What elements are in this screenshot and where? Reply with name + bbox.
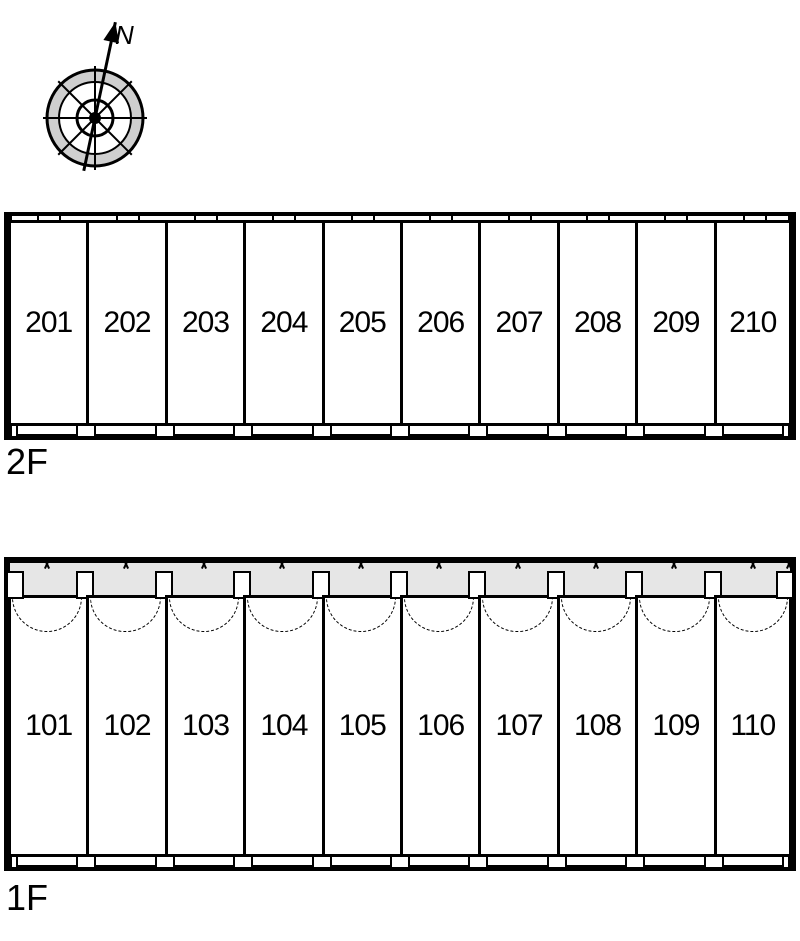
unit-107: 107 [478,595,559,857]
wall-notch [116,215,140,220]
balcony [173,855,235,867]
unit-202: 202 [86,220,167,426]
floor-1F: 101 102 103 104 105 106 107 108 109 110 [0,557,800,875]
unit-110: 110 [714,595,792,857]
unit-209: 209 [635,220,716,426]
unit-label: 105 [339,709,386,743]
floor-label-2F: 2F [6,441,48,483]
balcony [16,424,78,436]
tick-mark [199,559,209,569]
compass-svg [35,8,165,208]
unit-label: 209 [652,306,699,340]
unit-label: 106 [417,709,464,743]
unit-label: 201 [25,306,72,340]
outer-bottom-line [4,436,796,440]
unit-label: 208 [574,306,621,340]
floor-2F: 201 202 203 204 205 206 207 208 209 210 [0,212,800,444]
entrance-pillar [776,571,794,599]
tick-mark [434,559,444,569]
outer-bottom-line [4,867,796,871]
balcony [408,424,470,436]
unit-204: 204 [243,220,324,426]
balcony [565,424,627,436]
unit-201: 201 [8,220,89,426]
unit-label: 104 [260,709,307,743]
unit-label: 103 [182,709,229,743]
wall-notch [194,215,218,220]
entrance-pillar [6,571,24,599]
wall-notch [586,215,610,220]
unit-label: 109 [652,709,699,743]
unit-label: 205 [339,306,386,340]
balcony [94,424,156,436]
tick-mark [356,559,366,569]
tick-mark [748,559,758,569]
unit-label: 108 [574,709,621,743]
balcony [722,424,784,436]
balcony [408,855,470,867]
balcony [486,424,548,436]
wall-notch [351,215,375,220]
unit-109: 109 [635,595,716,857]
balcony [486,855,548,867]
balcony [330,855,392,867]
balcony [643,855,705,867]
unit-label: 206 [417,306,464,340]
unit-label: 107 [496,709,543,743]
balcony [16,855,78,867]
tick-mark [277,559,287,569]
balcony [565,855,627,867]
wall-notch [272,215,296,220]
wall-notch [664,215,688,220]
compass: N [35,8,165,208]
unit-label: 207 [496,306,543,340]
unit-108: 108 [557,595,638,857]
unit-207: 207 [478,220,559,426]
unit-106: 106 [400,595,481,857]
wall-notch [429,215,453,220]
tick-mark [513,559,523,569]
floorplan-page: N 201 202 203 204 205 206 207 208 209 210 2F 101 102… [0,0,800,941]
unit-104: 104 [243,595,324,857]
unit-label: 203 [182,306,229,340]
unit-label: 102 [104,709,151,743]
balcony [94,855,156,867]
tick-mark [669,559,679,569]
unit-203: 203 [165,220,246,426]
balcony [643,424,705,436]
tick-mark [121,559,131,569]
balcony [251,424,313,436]
tick-mark [784,559,794,569]
unit-label: 202 [104,306,151,340]
unit-105: 105 [322,595,403,857]
unit-label: 110 [730,709,775,743]
compass-label: N [115,20,134,51]
unit-label: 101 [25,709,72,743]
tick-mark [42,559,52,569]
unit-103: 103 [165,595,246,857]
unit-label: 210 [729,306,776,340]
unit-210: 210 [714,220,792,426]
unit-206: 206 [400,220,481,426]
balcony [251,855,313,867]
wall-notch [508,215,532,220]
wall-notch [37,215,61,220]
unit-101: 101 [8,595,89,857]
unit-208: 208 [557,220,638,426]
unit-102: 102 [86,595,167,857]
wall-notch [743,215,767,220]
floor-label-1F: 1F [6,877,48,919]
balcony [330,424,392,436]
unit-label: 204 [260,306,307,340]
unit-205: 205 [322,220,403,426]
balcony [722,855,784,867]
tick-mark [591,559,601,569]
balcony [173,424,235,436]
